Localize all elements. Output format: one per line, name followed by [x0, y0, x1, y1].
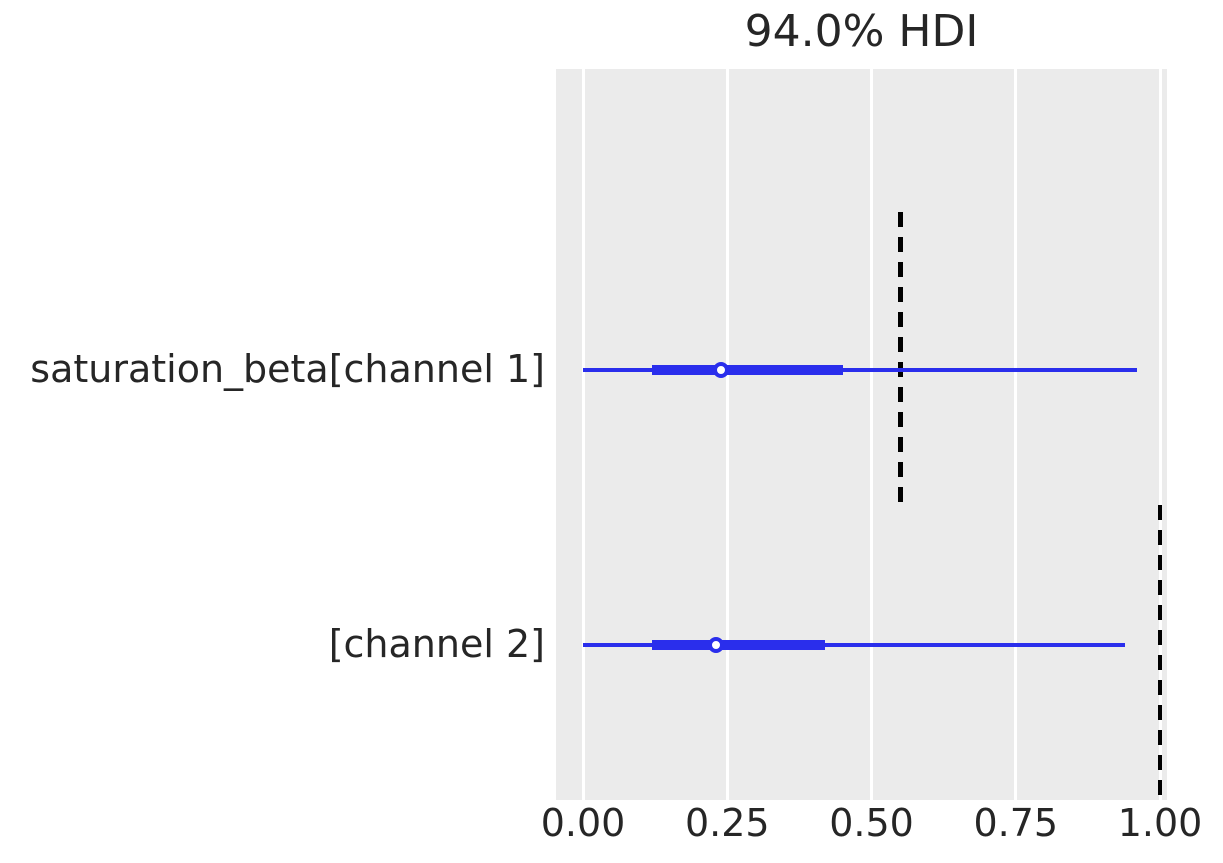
x-tick-label: 1.00 — [1117, 801, 1203, 845]
x-tick-label: 0.00 — [540, 801, 626, 845]
y-axis-label: [channel 2] — [328, 622, 545, 667]
quartile-line — [652, 640, 826, 651]
hdi-line — [583, 368, 1137, 373]
gridline — [725, 69, 729, 800]
hdi-line — [583, 643, 1126, 648]
gridline — [1158, 69, 1162, 800]
median-marker — [713, 362, 730, 379]
reference-line — [1157, 505, 1163, 800]
x-tick-label: 0.75 — [973, 801, 1059, 845]
y-axis-label: saturation_beta[channel 1] — [30, 347, 545, 392]
quartile-line — [652, 365, 843, 376]
x-tick-label: 0.25 — [684, 801, 770, 845]
plot-title: 94.0% HDI — [744, 6, 979, 57]
gridline — [1014, 69, 1018, 800]
x-tick-label: 0.50 — [829, 801, 914, 845]
gridline — [870, 69, 873, 800]
gridline — [581, 69, 585, 800]
reference-line — [898, 212, 903, 502]
plot-area — [556, 69, 1167, 800]
median-marker — [707, 637, 724, 654]
